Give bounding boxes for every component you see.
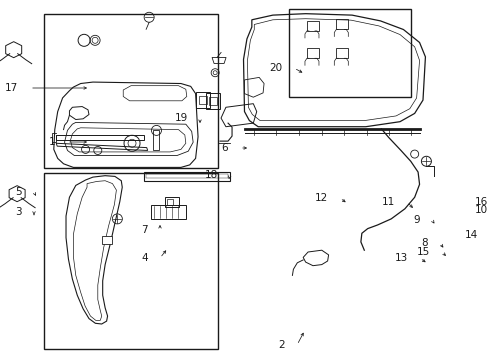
Text: 2: 2	[278, 340, 285, 350]
Bar	[196, 92, 209, 108]
Text: 18: 18	[204, 170, 218, 180]
Text: 15: 15	[416, 247, 429, 257]
Bar	[144, 172, 229, 181]
Text: 3: 3	[15, 207, 22, 217]
Bar	[306, 48, 318, 58]
Text: 20: 20	[268, 63, 282, 73]
Bar	[56, 135, 144, 140]
Bar	[208, 97, 216, 105]
Text: 9: 9	[412, 215, 419, 225]
Text: 10: 10	[474, 205, 487, 215]
Text: 14: 14	[464, 230, 477, 240]
Bar	[165, 197, 179, 207]
Bar	[150, 206, 185, 219]
Bar	[306, 21, 318, 31]
Text: 4: 4	[141, 253, 148, 263]
Text: 8: 8	[421, 238, 427, 248]
Bar	[336, 19, 347, 30]
Bar	[336, 48, 347, 58]
Text: 11: 11	[381, 197, 394, 207]
Bar	[205, 93, 219, 109]
Bar	[153, 130, 159, 150]
Text: 19: 19	[174, 113, 187, 123]
Text: 7: 7	[141, 225, 148, 235]
Text: 17: 17	[5, 83, 18, 93]
Text: 6: 6	[221, 143, 227, 153]
Bar	[102, 237, 111, 244]
Text: 13: 13	[394, 253, 407, 263]
Text: 12: 12	[314, 193, 327, 203]
Bar	[199, 96, 206, 104]
Text: 16: 16	[474, 197, 487, 207]
Bar	[145, 174, 227, 177]
Text: 1: 1	[48, 137, 55, 147]
Bar	[167, 199, 173, 205]
Text: 5: 5	[15, 187, 22, 197]
